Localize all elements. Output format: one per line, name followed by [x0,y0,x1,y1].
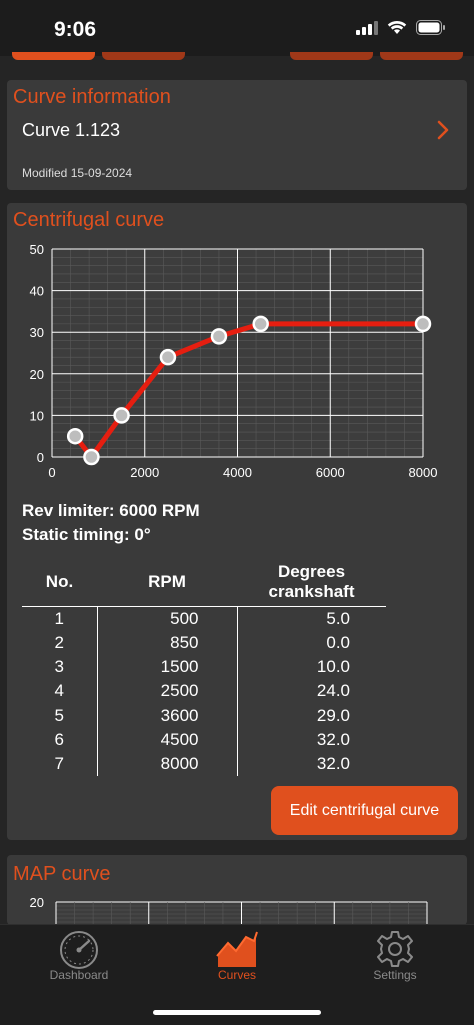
tab-settings[interactable]: Settings [316,925,474,995]
map-y-tick-label: 20 [30,895,44,910]
top-tab-2[interactable] [102,52,185,60]
tab-curves[interactable]: Curves [158,925,316,995]
cell-degrees: 10.0 [316,656,350,676]
curve-name: Curve 1.123 [22,120,121,140]
tab-settings-label: Settings [373,968,417,982]
curve-points-table: No. RPM Degrees crankshaft 1 500 5.0 2 8… [22,558,386,777]
curve-information-card[interactable]: Curve information Curve 1.123 Modified 1… [7,80,467,190]
cell-no: 7 [54,754,64,774]
cell-rpm: 4500 [96,727,238,752]
top-segment-tabs [0,52,474,62]
x-tick-label: 2000 [130,465,159,480]
cell-no: 5 [54,705,64,725]
status-icons [356,20,446,35]
y-tick-label: 40 [30,284,44,299]
static-timing: Static timing: 0° [22,525,151,544]
centrifugal-curve-card: Centrifugal curve 0 2000 4000 6000 8000 0 10 20… [7,203,467,840]
modified-date: Modified 15-09-2024 [22,166,133,180]
x-tick-label: 0 [48,465,55,480]
cell-degrees: 24.0 [316,681,350,701]
cell-rpm: 850 [96,630,238,655]
data-point [414,315,432,333]
home-indicator [153,1010,321,1015]
chevron-right-icon[interactable] [437,120,449,140]
table-row[interactable]: 4 2500 24.0 [22,679,386,704]
table-row[interactable]: 6 4500 32.0 [22,727,386,752]
x-tick-label: 6000 [316,465,345,480]
wifi-icon [387,20,407,34]
map-curve-card: MAP curve 20 [7,855,467,925]
curve-chart-icon [216,931,258,967]
table-row[interactable]: 7 8000 32.0 [22,751,386,777]
centrifugal-chart[interactable]: 0 2000 4000 6000 8000 0 10 20 30 40 50 [7,203,467,493]
cell-no: 4 [54,681,64,701]
cell-no: 1 [54,608,64,628]
header-degrees-line1: Degrees [277,561,346,581]
top-tab-3[interactable] [290,52,373,60]
data-point [210,328,228,345]
cell-degrees: 32.0 [316,729,350,749]
table-row[interactable]: 2 850 0.0 [22,630,386,655]
status-time: 9:06 [54,18,97,41]
header-no: No. [22,558,97,607]
map-curve-title: MAP curve [13,863,111,885]
table-row[interactable]: 1 500 5.0 [22,606,386,631]
data-point [66,427,84,445]
top-tab-1[interactable] [12,52,95,60]
cell-rpm: 8000 [96,751,238,777]
header-rpm: RPM [97,558,237,607]
table-row[interactable]: 5 3600 29.0 [22,703,386,728]
header-degrees: Degrees crankshaft [237,558,386,607]
header-degrees-line2: crankshaft [268,581,355,601]
y-tick-label: 20 [30,367,44,382]
y-tick-label: 10 [30,408,44,423]
edit-centrifugal-curve-button[interactable]: Edit centrifugal curve [271,786,458,835]
cell-no: 2 [54,632,64,652]
tab-curves-label: Curves [217,968,256,982]
speedometer-icon [60,931,98,969]
cell-rpm: 3600 [96,703,238,728]
top-tab-4[interactable] [380,52,463,60]
map-chart[interactable]: 20 [7,855,467,925]
table-row[interactable]: 3 1500 10.0 [22,654,386,680]
table-header-row: No. RPM Degrees crankshaft [22,558,386,607]
y-tick-label: 30 [30,325,44,340]
rev-limiter: Rev limiter: 6000 RPM [22,501,200,520]
curve-information-title: Curve information [13,86,171,108]
cell-no: 6 [54,729,64,749]
data-point [113,407,130,424]
tab-dashboard[interactable]: Dashboard [0,925,158,995]
centrifugal-curve-title: Centrifugal curve [13,209,165,231]
cell-degrees: 29.0 [316,705,350,725]
y-tick-label: 0 [37,450,44,465]
cell-degrees: 0.0 [326,632,350,652]
x-tick-label: 8000 [409,465,438,480]
cell-no: 3 [54,656,64,676]
cell-rpm: 1500 [96,654,238,680]
cell-rpm: 500 [96,606,238,631]
data-point [159,348,177,366]
data-point [83,448,100,466]
battery-icon [416,20,445,35]
tab-dashboard-label: Dashboard [49,968,109,982]
cell-degrees: 32.0 [316,754,350,774]
signal-icon [356,20,378,35]
status-bar: 9:06 [0,0,474,56]
cell-degrees: 5.0 [326,608,350,628]
data-point [252,315,269,333]
y-tick-label: 50 [30,242,44,257]
x-tick-label: 4000 [223,465,252,480]
gear-icon [377,931,413,967]
cell-rpm: 2500 [96,679,238,704]
bottom-tab-bar: Dashboard Curves Settings [0,924,474,1025]
